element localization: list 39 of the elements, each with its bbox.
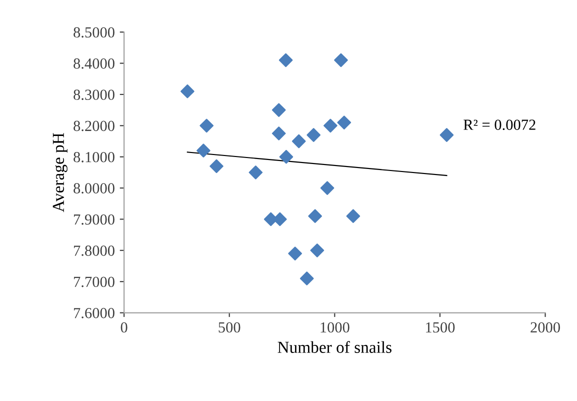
point [180, 84, 194, 98]
x-tick-label: 500 [218, 322, 240, 333]
point [248, 166, 263, 180]
x-tick-label: 2000 [530, 322, 560, 333]
point [440, 128, 454, 142]
point [346, 209, 360, 223]
y-tick-label: 7.9000 [74, 214, 114, 225]
point [272, 126, 286, 140]
x-tick-label: 0 [120, 322, 128, 333]
point [278, 53, 293, 68]
x-axis-title: Number of snails [278, 341, 392, 353]
y-tick-label: 7.7000 [74, 276, 114, 288]
point [337, 116, 352, 130]
y-tick-label: 8.4000 [74, 58, 114, 69]
point [272, 103, 286, 117]
y-tick-label: 8.3000 [74, 90, 114, 100]
y-tick-label: 8.5000 [74, 27, 114, 38]
point [210, 159, 224, 174]
x-tick-label: 1000 [320, 322, 350, 333]
point [279, 150, 294, 164]
point [306, 128, 321, 142]
point [320, 181, 334, 195]
point [310, 243, 324, 258]
point [308, 209, 322, 223]
point [196, 144, 210, 158]
point [292, 134, 306, 148]
y-axis-title: Average pH [52, 133, 68, 212]
x-tick-label: 1500 [426, 322, 455, 333]
y-tick-label: 7.6000 [74, 308, 114, 318]
y-tick-label: 7.8000 [74, 246, 114, 256]
point [324, 118, 338, 133]
point [334, 53, 348, 68]
annotation: R² = 0.0072 [464, 120, 536, 130]
point [200, 118, 214, 133]
y-tick-label: 8.2000 [74, 120, 114, 132]
y-tick-label: 8.1000 [74, 152, 114, 162]
point [300, 272, 314, 286]
y-tick-label: 8.0000 [74, 183, 114, 194]
point [288, 246, 302, 260]
